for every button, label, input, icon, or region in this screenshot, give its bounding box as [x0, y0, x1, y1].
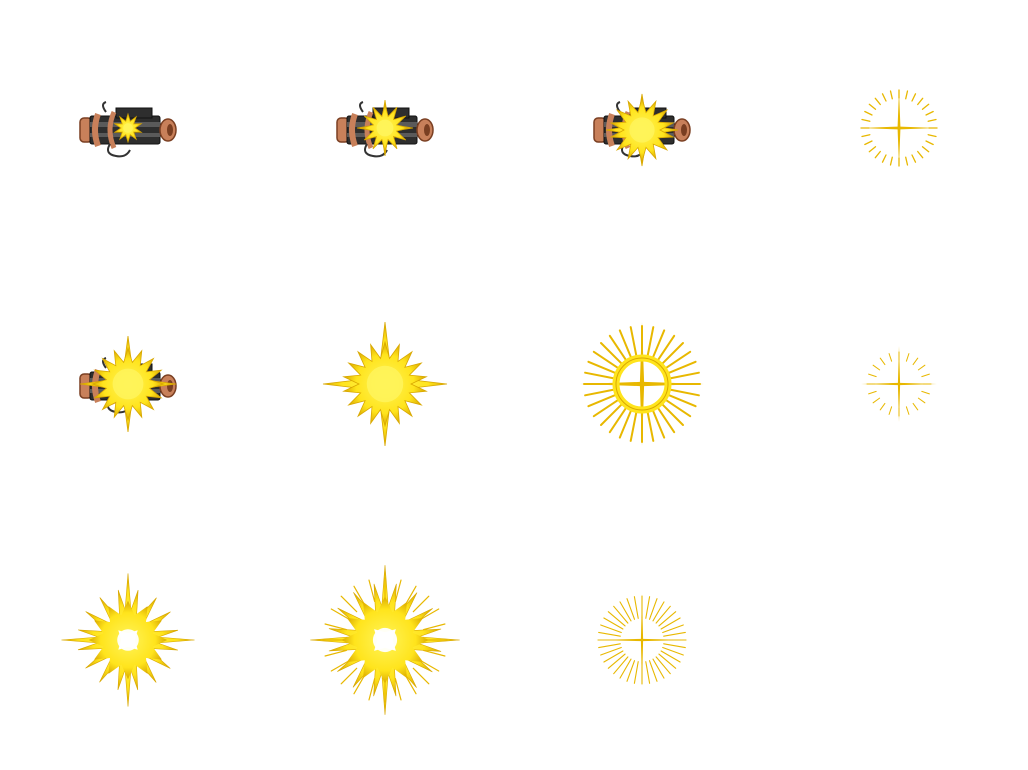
sprite-frame-9	[0, 512, 257, 768]
cross-spikes	[861, 90, 937, 166]
muzzle-flash	[356, 99, 414, 157]
muzzle-flash	[605, 93, 679, 167]
spike-rays	[583, 325, 701, 443]
frame-art	[310, 565, 460, 715]
thin-ring	[597, 595, 687, 685]
frame-art	[79, 101, 177, 158]
sprite-frame-6	[257, 256, 514, 512]
frame-art	[336, 99, 434, 158]
muzzle-flash	[79, 335, 177, 433]
outer-rays	[322, 577, 448, 703]
sprite-frame-4	[771, 0, 1028, 256]
hollow-burst	[310, 565, 460, 715]
sprite-frame-1	[0, 0, 257, 256]
frame-art	[61, 573, 195, 707]
frame-art	[860, 89, 938, 167]
cross-spikes	[596, 594, 688, 686]
hollow-burst	[61, 573, 195, 707]
dashed-ring	[860, 89, 938, 167]
frame-art	[593, 93, 691, 167]
sprite-frame-10	[257, 512, 514, 768]
sprite-frame-11	[514, 512, 771, 768]
frame-art	[79, 335, 177, 433]
cross-spikes	[861, 346, 937, 422]
muzzle-flash	[322, 321, 448, 447]
frame-art	[322, 321, 448, 447]
frame-art	[580, 322, 704, 446]
cross-spikes	[580, 322, 704, 446]
sprite-frame-12	[771, 512, 1028, 768]
sprite-frame-2	[257, 0, 514, 256]
sprite-frame-5	[0, 256, 257, 512]
spiked-ring	[612, 354, 672, 414]
frame-art	[861, 346, 937, 422]
sprite-frame-3	[514, 0, 771, 256]
frame-art	[596, 594, 688, 686]
sprite-frame-7	[514, 256, 771, 512]
sprite-frame-8	[771, 256, 1028, 512]
frame-art	[771, 512, 1028, 768]
muzzle-flash	[113, 112, 143, 144]
